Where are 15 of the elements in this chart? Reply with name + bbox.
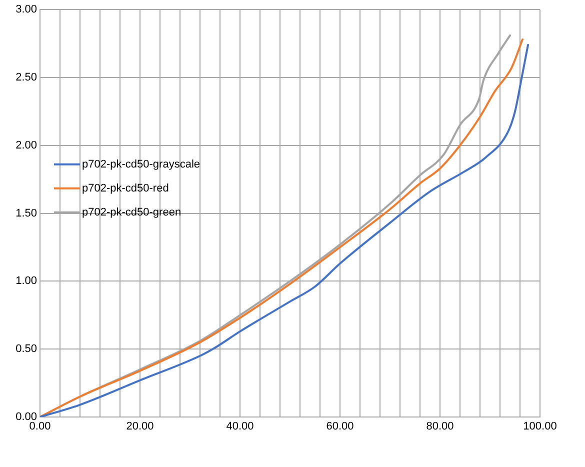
y-tick-label: 1.00 xyxy=(16,275,37,288)
y-tick-label: 2.50 xyxy=(16,72,37,84)
y-tick-label: 2.00 xyxy=(16,139,37,152)
legend-label: p702-pk-cd50-red xyxy=(82,182,169,194)
x-tick-label: 0.00 xyxy=(29,420,51,433)
x-tick-label: 100.00 xyxy=(523,420,557,433)
x-tick-label: 60.00 xyxy=(326,420,354,433)
legend-label: p702-pk-cd50-green xyxy=(82,206,182,218)
x-tick-label: 40.00 xyxy=(226,420,254,433)
y-tick-label: 1.50 xyxy=(16,207,37,220)
legend-label: p702-pk-cd50-grayscale xyxy=(82,158,200,170)
x-tick-label: 80.00 xyxy=(426,420,454,433)
x-tick-label: 20.00 xyxy=(126,420,154,433)
y-tick-label: 0.50 xyxy=(16,343,37,356)
y-tick-label: 3.00 xyxy=(16,4,37,16)
